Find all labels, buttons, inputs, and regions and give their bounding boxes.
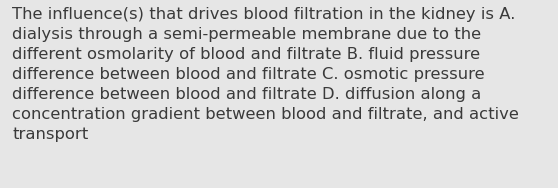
Text: The influence(s) that drives blood filtration in the kidney is A.
dialysis throu: The influence(s) that drives blood filtr… [12, 7, 519, 142]
